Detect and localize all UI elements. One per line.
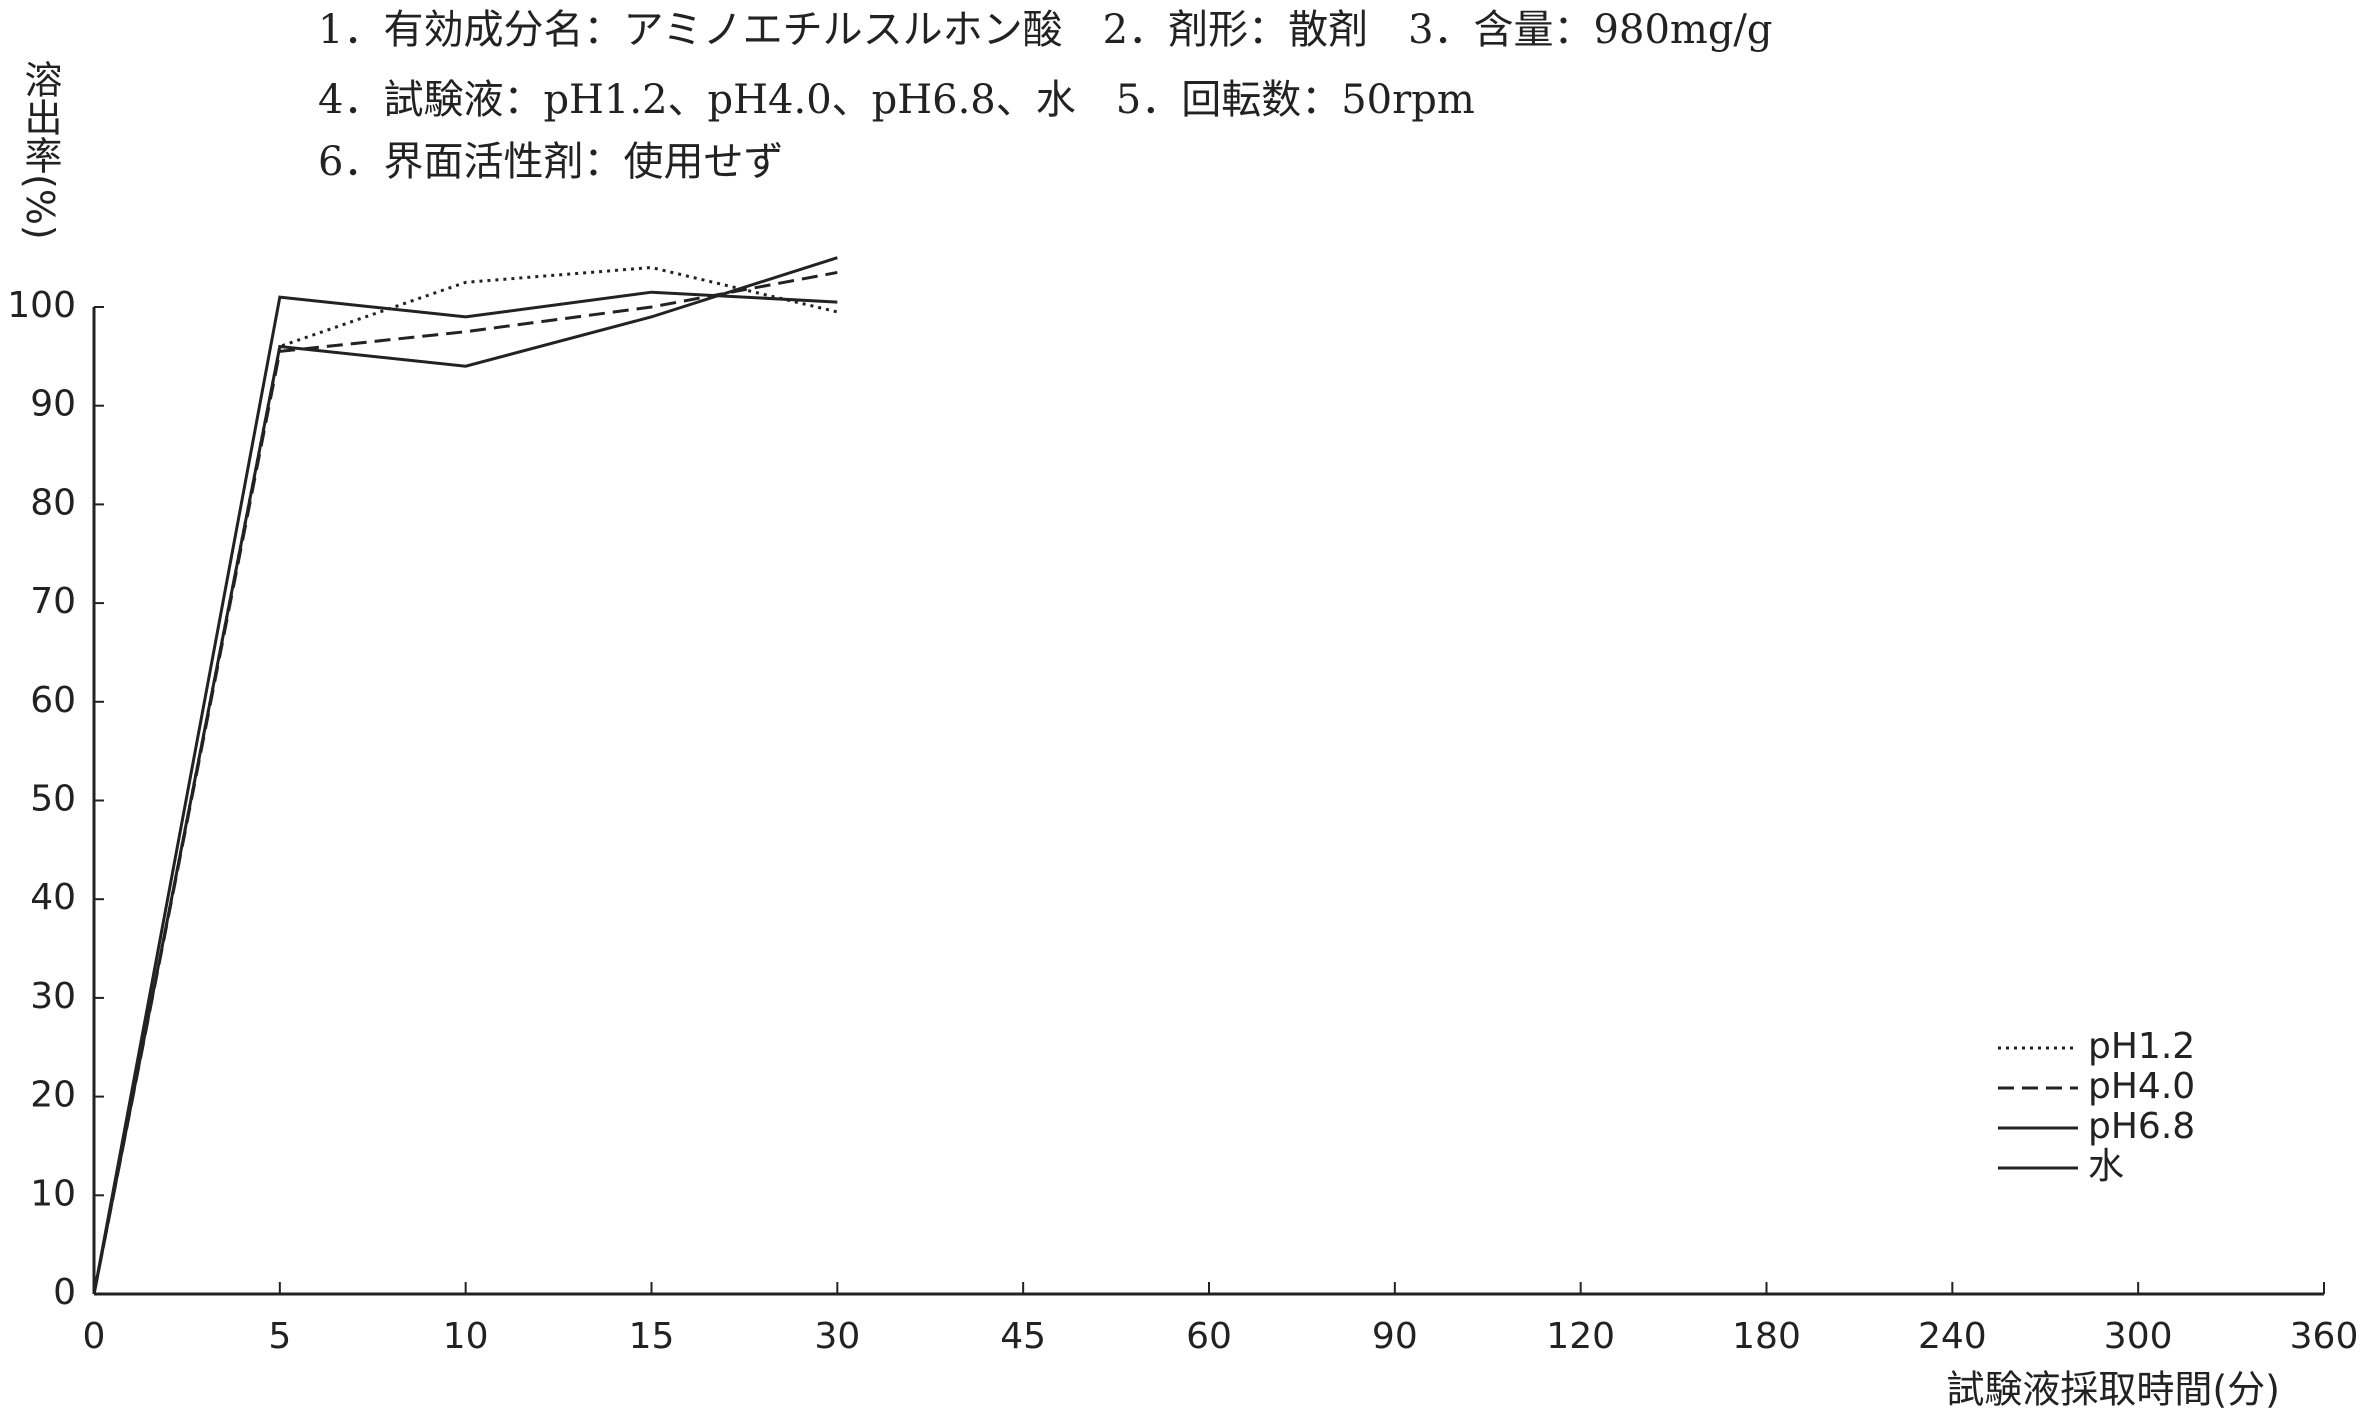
y-tick-label: 20 bbox=[30, 1075, 76, 1116]
y-tick-label: 30 bbox=[30, 976, 76, 1017]
y-tick-label: 70 bbox=[30, 581, 76, 622]
annotation: 1．有効成分名：アミノエチルスルホン酸 2．剤形：散剤 3．含量：980mg/g bbox=[318, 7, 1773, 53]
x-tick-label: 360 bbox=[2290, 1316, 2359, 1357]
y-tick-label: 50 bbox=[30, 779, 76, 820]
x-axis-label: 試験液採取時間(分) bbox=[1946, 1368, 2280, 1412]
legend-label: pH6.8 bbox=[2088, 1106, 2195, 1147]
y-tick-label: 0 bbox=[53, 1272, 76, 1313]
series-line bbox=[92, 256, 838, 1295]
x-tick-label: 5 bbox=[268, 1316, 291, 1357]
x-tick-label: 300 bbox=[2104, 1316, 2173, 1357]
x-tick-label: 180 bbox=[1732, 1316, 1801, 1357]
y-tick-label: 40 bbox=[30, 877, 76, 918]
y-axis-label: 溶出率(%) bbox=[18, 60, 62, 240]
legend-label: pH1.2 bbox=[2088, 1026, 2195, 1067]
series-line bbox=[92, 270, 838, 1295]
y-tick-label: 80 bbox=[30, 482, 76, 523]
y-tick-label: 90 bbox=[30, 384, 76, 425]
x-tick-label: 15 bbox=[629, 1316, 675, 1357]
x-tick-label: 120 bbox=[1546, 1316, 1615, 1357]
x-tick-label: 30 bbox=[814, 1316, 860, 1357]
x-tick-label: 45 bbox=[1000, 1316, 1046, 1357]
series-line bbox=[92, 290, 838, 1295]
x-tick-label: 60 bbox=[1186, 1316, 1232, 1357]
y-tick-label: 60 bbox=[30, 680, 76, 721]
annotation: 6．界面活性剤：使用せず bbox=[318, 139, 783, 185]
legend-label: 水 bbox=[2088, 1146, 2124, 1187]
legend-label: pH4.0 bbox=[2088, 1066, 2195, 1107]
series-line bbox=[92, 266, 838, 1295]
x-tick-label: 10 bbox=[443, 1316, 489, 1357]
annotation: 4．試験液：pH1.2、pH4.0、pH6.8、水 5．回転数：50rpm bbox=[318, 77, 1475, 123]
x-tick-label: 90 bbox=[1372, 1316, 1418, 1357]
x-tick-label: 0 bbox=[83, 1316, 106, 1357]
y-tick-label: 10 bbox=[30, 1173, 76, 1214]
y-tick-label: 100 bbox=[7, 285, 76, 326]
x-tick-label: 240 bbox=[1918, 1316, 1987, 1357]
